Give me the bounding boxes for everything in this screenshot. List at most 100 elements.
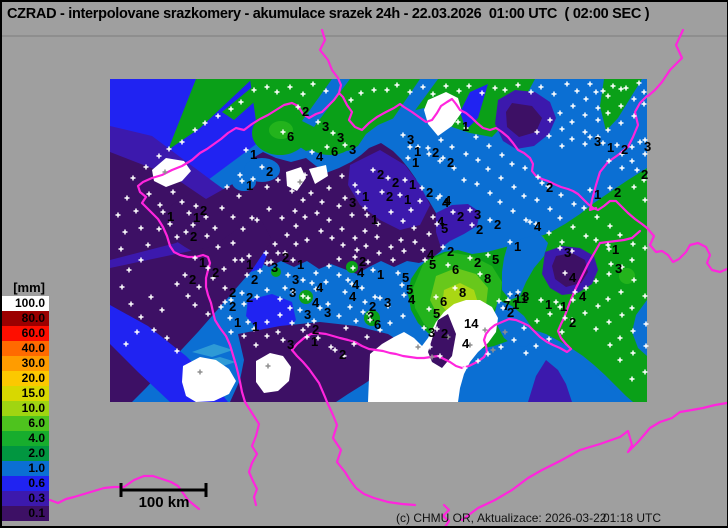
station-cross: [351, 341, 357, 347]
station-cross: [419, 185, 425, 191]
station-value: 2: [614, 185, 621, 200]
station-cross: [138, 225, 144, 231]
station-cross: [606, 246, 612, 252]
station-cross: [509, 161, 515, 167]
station-cross: [630, 350, 636, 356]
station-cross: [146, 191, 152, 197]
scale-bar: [119, 483, 208, 497]
station-cross: [212, 225, 218, 231]
legend-row: 60.0: [2, 326, 49, 341]
station-cross: [230, 214, 236, 220]
station-cross: [192, 302, 198, 308]
station-cross: [280, 337, 286, 343]
station-cross: [264, 287, 270, 293]
station-cross: [287, 305, 293, 311]
station-cross: [275, 329, 281, 335]
station-cross: [642, 245, 648, 251]
station-value: 2: [447, 244, 454, 259]
station-cross: [595, 105, 601, 111]
station-cross: [535, 174, 541, 180]
station-cross: [605, 296, 611, 302]
station-cross: [315, 119, 321, 125]
station-cross: [385, 175, 391, 181]
station-cross: [362, 228, 368, 234]
station-cross: [440, 155, 446, 161]
station-value: 6: [452, 262, 459, 277]
station-cross: [336, 203, 342, 209]
station-cross: [485, 252, 491, 258]
station-cross: [492, 85, 498, 91]
station-cross: [343, 325, 349, 331]
station-cross: [328, 344, 334, 350]
station-value: 1: [560, 299, 567, 314]
station-cross: [133, 208, 139, 214]
station-cross: [553, 299, 559, 305]
station-cross: [218, 304, 224, 310]
station-cross: [290, 289, 296, 295]
station-cross: [606, 158, 612, 164]
station-cross: [502, 329, 508, 335]
station-cross: [282, 250, 288, 256]
station-cross: [302, 172, 308, 178]
station-cross: [205, 265, 211, 271]
station-cross: [377, 327, 383, 333]
station-cross: [264, 319, 270, 325]
station-cross: [124, 195, 130, 201]
station-value: 1: [246, 257, 253, 272]
station-cross: [228, 297, 234, 303]
station-cross: [618, 103, 624, 109]
station-value: 4: [569, 270, 577, 285]
station-cross: [477, 271, 483, 277]
station-cross: [159, 307, 165, 313]
station-cross: [629, 257, 635, 263]
station-cross: [336, 256, 342, 262]
station-cross: [348, 97, 354, 103]
station-cross: [353, 318, 359, 324]
station-cross: [642, 293, 648, 299]
station-cross: [637, 139, 643, 145]
station-value: 1: [612, 242, 619, 257]
station-cross: [400, 218, 406, 224]
station-cross: [401, 248, 407, 254]
station-cross: [545, 183, 551, 189]
station-cross: [341, 353, 347, 359]
station-cross: [412, 239, 418, 245]
station-cross: [547, 206, 553, 212]
station-value: 4: [534, 219, 542, 234]
station-cross: [371, 87, 377, 93]
station-cross: [466, 83, 472, 89]
station-value: 1: [512, 297, 519, 312]
station-cross: [339, 226, 345, 232]
station-cross: [587, 187, 593, 193]
scale-bar-label: 100 km: [138, 494, 190, 511]
station-cross: [607, 342, 613, 348]
station-value: 1: [371, 212, 378, 227]
update-time-text: 01:18 UTC: [603, 511, 662, 525]
station-cross: [295, 104, 301, 110]
station-cross: [505, 297, 511, 303]
station-cross: [350, 265, 356, 271]
legend-row: 20.0: [2, 371, 49, 386]
station-cross: [128, 301, 134, 307]
station-cross: [326, 185, 332, 191]
station-cross: [498, 175, 504, 181]
station-cross: [593, 89, 599, 95]
station-cross: [138, 314, 144, 320]
station-cross: [539, 180, 545, 186]
station-cross: [434, 221, 440, 227]
station-cross: [277, 296, 283, 302]
station-cross: [174, 281, 180, 287]
station-cross: [467, 255, 473, 261]
station-cross: [583, 285, 589, 291]
station-cross: [623, 85, 629, 91]
station-cross: [289, 188, 295, 194]
station-value: 2: [386, 189, 393, 204]
station-cross: [475, 157, 481, 163]
station-cross: [277, 312, 283, 318]
station-value: 8: [484, 271, 491, 286]
station-cross: [274, 89, 280, 95]
station-cross: [415, 144, 421, 150]
station-cross: [377, 295, 383, 301]
station-cross: [157, 202, 163, 208]
